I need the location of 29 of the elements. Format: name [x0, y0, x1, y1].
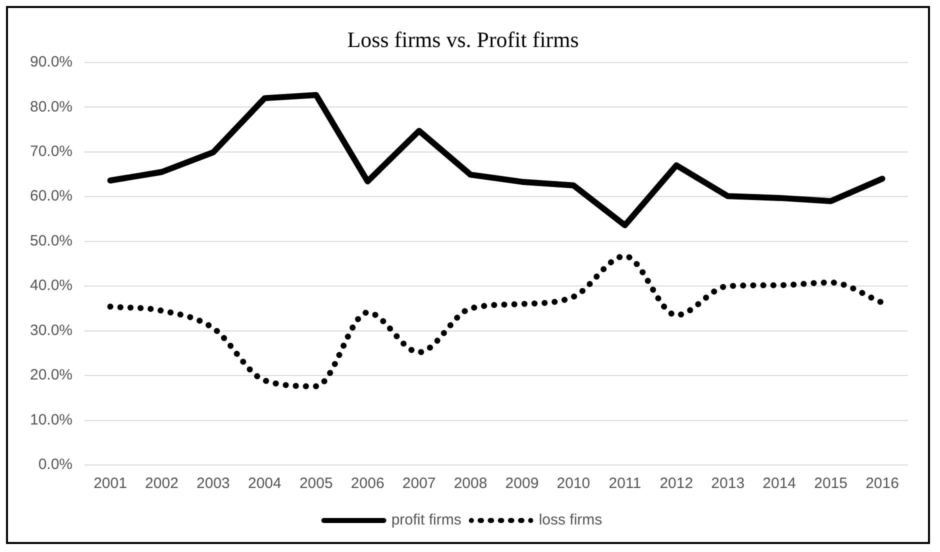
- x-tick-label: 2007: [402, 475, 436, 492]
- x-tick-label: 2009: [505, 475, 539, 492]
- y-tick-label: 40.0%: [30, 277, 73, 294]
- x-tick-label: 2006: [350, 475, 384, 492]
- y-tick-label: 50.0%: [30, 232, 73, 250]
- legend-label: profit firms: [391, 512, 462, 529]
- y-tick-label: 30.0%: [30, 322, 73, 339]
- y-tick-label: 80.0%: [30, 98, 73, 116]
- chart-title: Loss firms vs. Profit firms: [347, 26, 579, 52]
- x-tick-label: 2004: [248, 475, 282, 492]
- x-tick-label: 2013: [711, 475, 745, 492]
- x-tick-label: 2002: [145, 475, 178, 492]
- y-tick-label: 0.0%: [38, 456, 73, 474]
- x-tick-label: 2011: [608, 475, 642, 492]
- x-tick-label: 2010: [556, 475, 590, 492]
- y-tick-label: 90.0%: [30, 54, 73, 71]
- y-tick-label: 70.0%: [30, 143, 73, 160]
- y-tick-label: 20.0%: [30, 366, 73, 384]
- x-tick-label: 2016: [866, 475, 899, 492]
- y-tick-label: 60.0%: [30, 188, 73, 205]
- x-tick-label: 2001: [94, 475, 127, 492]
- x-tick-label: 2008: [454, 475, 488, 492]
- x-tick-label: 2014: [762, 475, 796, 492]
- x-tick-label: 2015: [814, 475, 848, 492]
- x-tick-label: 2005: [299, 475, 333, 492]
- y-tick-label: 10.0%: [30, 411, 73, 428]
- x-tick-label: 2012: [660, 475, 694, 492]
- legend-label: loss firms: [538, 512, 602, 529]
- x-tick-label: 2003: [196, 475, 230, 492]
